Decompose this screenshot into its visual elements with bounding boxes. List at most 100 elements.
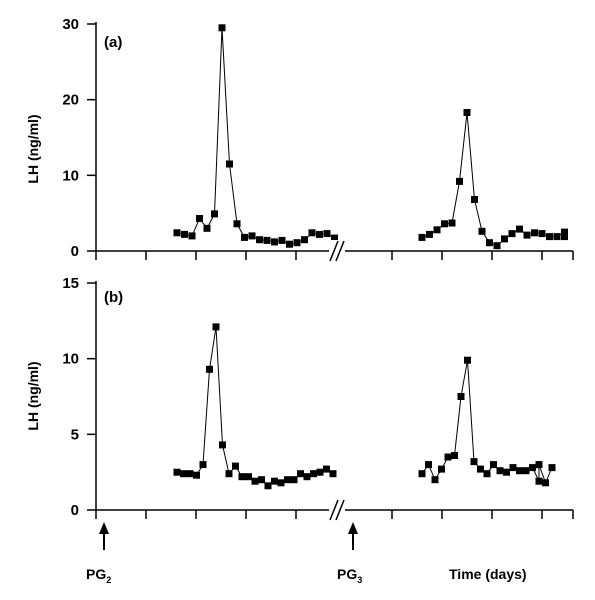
data-point [263, 236, 271, 244]
data-point [471, 196, 478, 203]
data-point [219, 441, 226, 449]
data-point [561, 228, 568, 236]
data-point [529, 464, 536, 472]
data-point [301, 236, 308, 244]
data-point [293, 239, 301, 247]
panel-a-y-tick-labels: 0 10 20 30 [62, 16, 96, 260]
data-point [516, 225, 523, 233]
pg2-label: PG2 [86, 566, 111, 585]
data-point [211, 210, 218, 218]
data-point [186, 470, 194, 478]
data-point [180, 470, 187, 478]
data-point [561, 233, 568, 241]
data-point [188, 232, 196, 240]
data-point [464, 356, 471, 364]
data-point [173, 468, 181, 476]
data-point [225, 470, 233, 478]
data-point [433, 226, 441, 234]
y-tick-label: 10 [62, 351, 79, 368]
data-point [425, 461, 432, 469]
data-point [316, 230, 323, 238]
data-point [278, 236, 286, 244]
data-point [173, 229, 181, 237]
data-point [264, 482, 272, 490]
panel-b-ylabel: LH (ng/ml) [25, 361, 41, 430]
data-point [457, 393, 465, 400]
data-point [553, 233, 561, 241]
data-point [245, 473, 252, 481]
data-point [212, 323, 220, 331]
data-point [232, 462, 239, 470]
data-point [503, 468, 510, 476]
data-point [451, 452, 458, 459]
panel-a-label: (a) [104, 34, 122, 51]
data-point [181, 230, 188, 238]
data-point [444, 453, 452, 461]
data-point [226, 160, 233, 168]
data-point [286, 240, 293, 248]
data-point [431, 476, 439, 484]
data-point [523, 231, 531, 239]
panel-a-axis-break [329, 240, 345, 262]
data-point [233, 220, 241, 228]
data-point [508, 230, 516, 238]
data-point [542, 479, 549, 487]
data-point [277, 479, 285, 487]
pg3-label: PG3 [337, 566, 362, 585]
data-point [548, 464, 556, 472]
data-point [290, 476, 298, 484]
data-point [203, 224, 211, 232]
data-point [522, 467, 530, 475]
panel-a-axes [95, 22, 574, 260]
data-point [323, 465, 330, 473]
panel-a: (a) LH (ng/ml) 0 10 20 30 [25, 16, 574, 262]
data-point [206, 365, 213, 373]
series-line [421, 360, 553, 485]
data-point [329, 470, 337, 478]
data-point [535, 461, 543, 469]
data-point [310, 470, 317, 478]
data-point [241, 233, 248, 241]
data-point [483, 470, 491, 478]
data-point [477, 465, 484, 473]
data-point [470, 458, 478, 466]
data-point [248, 232, 256, 240]
data-point [316, 468, 324, 476]
y-tick-label: 5 [71, 426, 79, 443]
panel-a-series [173, 24, 568, 250]
panel-b-axis-break [329, 499, 345, 521]
y-tick-label: 0 [71, 243, 79, 260]
y-tick-label: 0 [71, 502, 79, 519]
data-point [486, 239, 493, 247]
data-point [271, 238, 278, 246]
data-point [448, 219, 456, 227]
data-point [463, 109, 471, 116]
series-line [176, 27, 335, 245]
data-point [426, 230, 433, 238]
data-point [538, 230, 546, 238]
data-point [238, 473, 246, 481]
data-point [456, 177, 463, 185]
data-point [297, 470, 304, 478]
data-point [501, 235, 508, 243]
data-point [303, 473, 311, 481]
pg2-arrow [99, 522, 109, 550]
x-axis-label: Time (days) [449, 566, 527, 582]
data-point [271, 477, 278, 485]
pg3-arrow [348, 522, 358, 550]
data-point [196, 215, 203, 222]
data-point [256, 236, 263, 244]
data-point [516, 467, 523, 475]
panel-b-series [173, 323, 556, 490]
panel-b-axes [95, 281, 574, 519]
data-point [490, 461, 497, 469]
data-point [218, 24, 226, 32]
data-point [509, 464, 517, 472]
data-point [478, 227, 486, 235]
data-point [438, 465, 445, 473]
y-tick-label: 20 [62, 92, 79, 109]
y-tick-label: 10 [62, 167, 79, 184]
panel-b: (b) LH (ng/ml) 0 5 10 15 [25, 275, 574, 521]
data-point [308, 229, 316, 237]
